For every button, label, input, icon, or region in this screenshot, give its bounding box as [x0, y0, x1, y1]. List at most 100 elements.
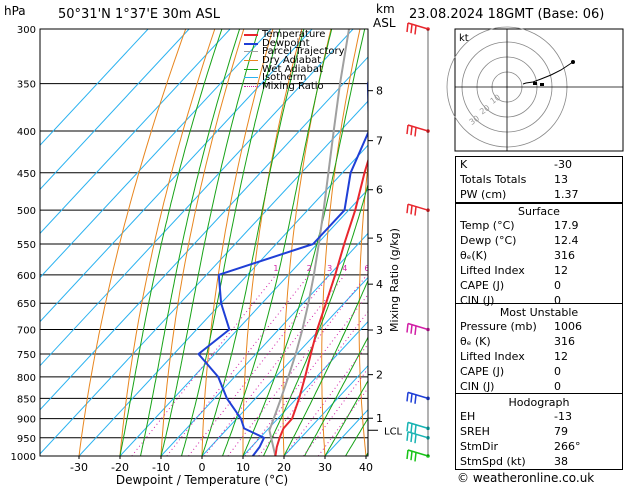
legend-label: Wet Adiabat	[262, 63, 323, 75]
dry-adiabat-line	[431, 29, 449, 456]
stat-row: Lifted Index 12	[460, 263, 618, 278]
wind-barb	[406, 431, 430, 444]
wet-adiabat-line	[304, 336, 368, 456]
hodograph-frame	[454, 28, 624, 152]
isotherm-line	[40, 29, 190, 191]
legend-label: Parcel Trajectory	[262, 46, 345, 58]
x-tick-label: 0	[199, 461, 206, 474]
stat-value: 12	[554, 264, 568, 277]
mixing-ratio-label: 1	[273, 264, 278, 273]
stat-row: EH -13	[460, 409, 618, 424]
hodograph-trace	[522, 61, 574, 85]
stat-value: 12	[554, 350, 568, 363]
wind-barb	[406, 391, 430, 404]
stat-value: 1.37	[554, 188, 579, 201]
stat-row: CAPE (J) 0	[460, 278, 618, 293]
hodograph-stats-box: Hodograph EH -13 SREH 79 StmDir 266° StmSpd (k…	[455, 393, 623, 470]
stat-key: θₑ (K)	[460, 335, 491, 348]
stat-key: SREH	[460, 425, 490, 438]
stat-value: -13	[554, 410, 572, 423]
stat-value: 0	[554, 279, 561, 292]
indices-box: K -30 Totals Totals 13 PW (cm) 1.37	[455, 156, 623, 204]
stat-row: K -30	[460, 157, 618, 172]
stat-value: 316	[554, 335, 575, 348]
legend-item: Dry Adiabat	[244, 56, 345, 66]
legend-item: Parcel Trajectory	[244, 46, 345, 58]
wet-adiabat-line	[324, 379, 368, 456]
stat-key: Dewp (°C)	[460, 234, 517, 247]
wind-barb	[406, 203, 430, 216]
copyright: © weatheronline.co.uk	[457, 471, 595, 485]
stat-row: SREH 79	[460, 424, 618, 439]
legend-item: Wet Adiabat	[244, 63, 345, 75]
stat-row: Dewp (°C) 12.4	[460, 233, 618, 248]
stat-value: 17.9	[554, 219, 579, 232]
km-tick-label: 2	[376, 369, 383, 382]
datetime-title: 23.08.2024 18GMT (Base: 06)	[409, 7, 605, 22]
isotherm-line	[160, 232, 368, 456]
dry-adiabat-line	[358, 161, 368, 456]
wind-barb	[406, 322, 430, 335]
pressure-tick-label: 700	[17, 326, 36, 337]
wet-adiabat-line	[263, 182, 368, 456]
dry-adiabat-line	[78, 29, 187, 456]
stat-value: 12.4	[554, 234, 579, 247]
legend-item: Temperature	[244, 30, 345, 40]
pressure-tick-label: 400	[17, 127, 36, 138]
hodograph-end-marker	[571, 60, 575, 64]
storm-motion-marker	[533, 82, 537, 85]
legend-swatch	[244, 77, 258, 79]
isotherm-line	[40, 100, 368, 455]
stat-row: CIN (J) 0	[460, 379, 618, 394]
stat-key: StmSpd (kt)	[460, 455, 526, 468]
most-unstable-box: Most Unstable Pressure (mb) 1006 θₑ (K) 316…	[455, 303, 623, 394]
dry-adiabat-line	[282, 29, 332, 456]
legend-item: Dewpoint	[244, 37, 345, 49]
pressure-tick-label: 300	[17, 25, 36, 36]
wind-barb	[406, 22, 430, 35]
x-tick-label: -10	[152, 461, 170, 474]
legend-item: Isotherm	[244, 72, 345, 84]
isotherm-line	[40, 29, 231, 235]
x-tick-label: 10	[236, 461, 250, 474]
dry-adiabat-line	[321, 29, 361, 456]
stat-row: Totals Totals 13	[460, 172, 618, 187]
mixing-ratio-label: 20	[433, 264, 443, 273]
km-tick-label: 3	[376, 324, 383, 337]
location-title: 50°31'N 1°37'E 30m ASL	[58, 7, 220, 22]
stat-value: 0	[554, 380, 561, 393]
legend-label: Dewpoint	[262, 37, 310, 49]
legend-swatch	[244, 34, 258, 36]
stat-key: CAPE (J)	[460, 279, 505, 292]
most-unstable-title: Most Unstable	[499, 306, 579, 319]
mixing-ratio-label: 2	[307, 264, 312, 273]
wind-barb	[406, 421, 430, 434]
pressure-tick-label: 350	[17, 80, 36, 91]
pressure-tick-label: 450	[17, 169, 36, 180]
plot-frame	[39, 28, 369, 457]
stat-value: 0	[554, 294, 561, 307]
isotherm-line	[40, 56, 368, 411]
pressure-tick-label: 500	[17, 206, 36, 217]
hodograph-stats-title: Hodograph	[508, 396, 570, 409]
dry-adiabat-line	[160, 29, 245, 456]
isotherm-line	[242, 320, 368, 456]
legend-label: Isotherm	[262, 72, 307, 84]
stat-value: 38	[554, 455, 568, 468]
stat-key: Temp (°C)	[460, 219, 515, 232]
stat-key: CIN (J)	[460, 380, 495, 393]
wet-adiabat-line	[201, 29, 305, 456]
stat-key: Pressure (mb)	[460, 320, 537, 333]
surface-box: Surface Temp (°C) 17.9 Dewp (°C) 12.4 θₑ(K) 3…	[455, 202, 623, 307]
km-tick-label: 5	[376, 232, 383, 245]
stat-key: θₑ(K)	[460, 249, 488, 262]
x-tick-label: 40	[359, 461, 373, 474]
legend-swatch	[244, 86, 258, 88]
pressure-unit-label: hPa	[4, 4, 26, 18]
legend-swatch	[244, 42, 258, 45]
wet-adiabat-line	[242, 29, 366, 456]
wet-adiabat-line	[160, 29, 260, 456]
isotherm-line	[40, 29, 149, 146]
